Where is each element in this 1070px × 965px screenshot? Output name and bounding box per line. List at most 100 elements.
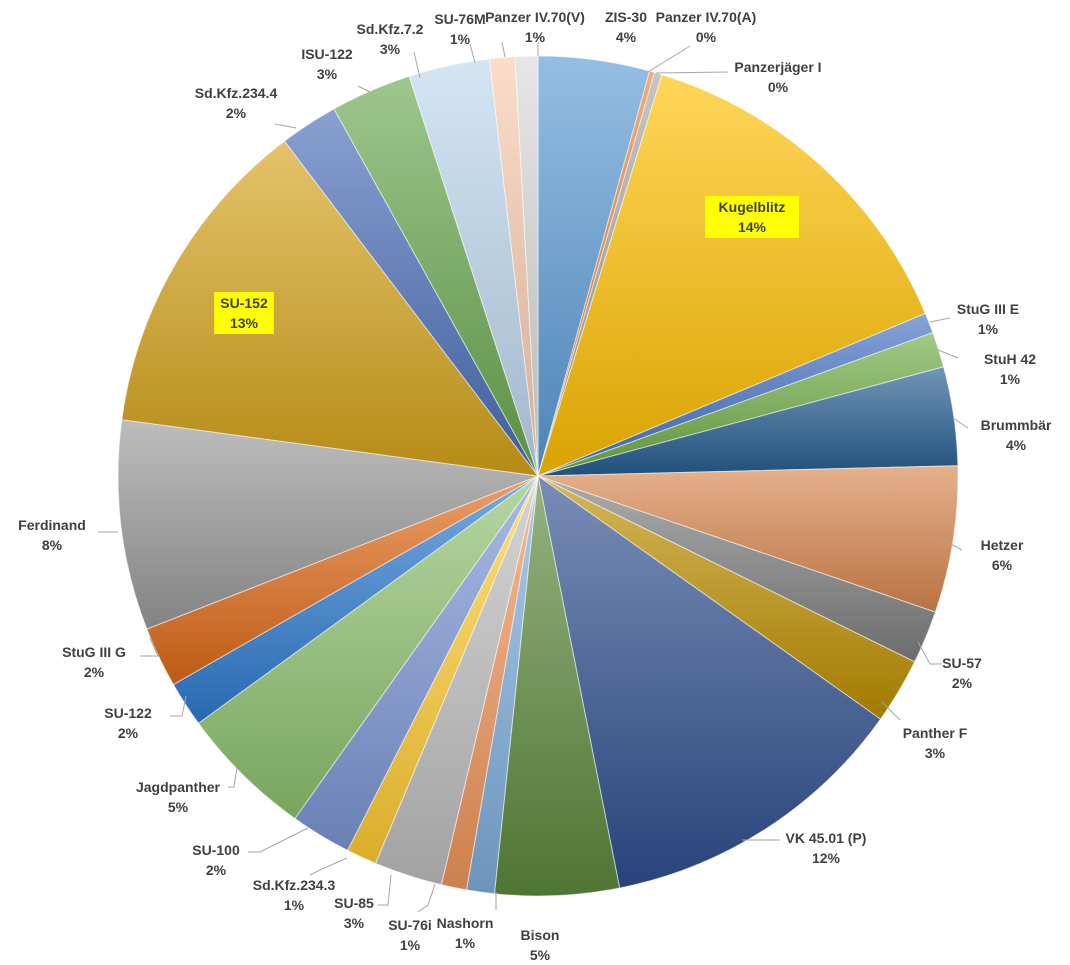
slice-percent-label: 14% — [738, 219, 767, 235]
data-label-kugelblitz: Kugelblitz 14% — [705, 196, 799, 238]
slice-name-label: Panzer IV.70(A) — [656, 9, 757, 25]
slice-name-label: SU-85 — [334, 895, 374, 911]
slice-percent-label: 8% — [42, 537, 63, 553]
leader-line-sd-kfz-234-4 — [357, 85, 371, 93]
data-label-panzerj-ger-i: Panzerjäger I 0% — [734, 59, 821, 95]
leader-line-brummb-r — [942, 539, 963, 551]
slice-percent-label: 1% — [1000, 371, 1021, 387]
slice-name-label: SU-76M — [434, 11, 485, 27]
leader-line-su-85 — [309, 857, 348, 876]
slice-percent-label: 1% — [525, 29, 546, 45]
leader-line-kugelblitz — [929, 317, 951, 323]
data-label-su-122: SU-122 2% — [104, 705, 152, 741]
slice-name-label: StuG III E — [957, 301, 1019, 317]
pie-slices — [117, 55, 959, 897]
slice-percent-label: 3% — [925, 745, 946, 761]
data-label-zis-30: ZIS-30 4% — [605, 9, 647, 45]
data-label-su-100: SU-100 2% — [192, 842, 240, 878]
slice-percent-label: 3% — [344, 915, 365, 931]
leader-line-hetzer — [917, 641, 942, 665]
slice-percent-label: 1% — [455, 935, 476, 951]
slice-percent-label: 2% — [226, 105, 247, 121]
slice-name-label: Panzer IV.70(V) — [485, 9, 585, 25]
slice-percent-label: 2% — [118, 725, 139, 741]
slice-name-label: Panther F — [903, 725, 968, 741]
leader-line-zis-30 — [647, 45, 691, 73]
slice-percent-label: 6% — [992, 557, 1013, 573]
data-label-hetzer: Hetzer 6% — [981, 537, 1024, 573]
slice-percent-label: 0% — [696, 29, 717, 45]
leader-line-stuh-42 — [952, 417, 969, 429]
leader-line-panzer-iv-70-a — [655, 71, 729, 74]
slice-name-label: ZIS-30 — [605, 9, 647, 25]
data-label-sd-kfz-234-3: Sd.Kfz.234.3 1% — [253, 877, 336, 913]
data-label-su-76i: SU-76i 1% — [388, 917, 432, 953]
leader-line-sd-kfz-7-2 — [469, 43, 476, 64]
data-label-sd-kfz-234-4: Sd.Kfz.234.4 2% — [195, 85, 278, 121]
data-label-stuh-42: StuH 42 1% — [984, 351, 1036, 387]
leader-lines — [98, 41, 969, 913]
slice-percent-label: 4% — [616, 29, 637, 45]
slice-name-label: StuG III G — [62, 644, 126, 660]
slice-name-label: Sd.Kfz.234.3 — [253, 877, 336, 893]
data-label-jagdpanther: Jagdpanther 5% — [136, 779, 221, 815]
data-label-sd-kfz-7-2: Sd.Kfz.7.2 3% — [357, 21, 424, 57]
data-label-vk-45-01-p: VK 45.01 (P) 12% — [786, 830, 867, 866]
pie-slice-kugelblitz — [537, 74, 926, 477]
leader-line-sd-kfz-234-3 — [248, 827, 309, 853]
data-label-panther-f: Panther F 3% — [903, 725, 968, 761]
data-label-stug-iii-e: StuG III E 1% — [957, 301, 1019, 337]
slice-name-label: SU-100 — [192, 842, 240, 858]
slice-percent-label: 1% — [978, 321, 999, 337]
pie-slice-hetzer — [537, 465, 959, 613]
leader-line-su-152 — [274, 123, 297, 129]
leader-line-su-76i — [378, 874, 392, 906]
label-highlight — [705, 196, 799, 238]
slice-name-label: SU-152 — [220, 295, 268, 311]
leader-line-su-76m — [501, 41, 506, 58]
slice-percent-label: 5% — [168, 799, 189, 815]
slice-percent-label: 13% — [230, 315, 259, 331]
data-label-isu-122: ISU-122 3% — [301, 46, 353, 82]
leader-line-stug-iii-e — [937, 349, 959, 359]
slice-name-label: Jagdpanther — [136, 779, 221, 795]
data-label-su-85: SU-85 3% — [334, 895, 374, 931]
slice-percent-label: 2% — [952, 675, 973, 691]
slice-name-label: Sd.Kfz.7.2 — [357, 21, 424, 37]
pie-slice-vk-45-01-p — [537, 474, 882, 889]
leader-line-isu-122 — [413, 51, 421, 79]
slice-percent-label: 0% — [768, 79, 789, 95]
data-label-su-152: SU-152 13% — [214, 292, 274, 334]
slice-percent-label: 2% — [206, 862, 227, 878]
data-label-panzer-iv-70-v: Panzer IV.70(V) 1% — [485, 9, 585, 45]
data-label-su-57: SU-57 2% — [942, 655, 982, 691]
data-label-bison: Bison 5% — [521, 927, 560, 963]
leader-line-su-100 — [228, 766, 238, 788]
label-highlight — [214, 292, 274, 334]
slice-name-label: ISU-122 — [301, 46, 353, 62]
leader-line-jagdpanther — [170, 695, 187, 717]
slice-percent-label: 3% — [380, 41, 401, 57]
slice-percent-label: 3% — [317, 66, 338, 82]
leader-line-su-122 — [140, 637, 159, 657]
slice-name-label: SU-76i — [388, 917, 432, 933]
slice-percent-label: 1% — [450, 31, 471, 47]
slice-name-label: Brummbär — [981, 417, 1052, 433]
data-label-su-76m: SU-76M 1% — [434, 11, 485, 47]
data-label-stug-iii-g: StuG III G 2% — [62, 644, 126, 680]
slice-percent-label: 12% — [812, 850, 841, 866]
slice-percent-label: 2% — [84, 664, 105, 680]
data-label-panzer-iv-70-a: Panzer IV.70(A) 0% — [656, 9, 757, 45]
slice-name-label: Nashorn — [437, 915, 494, 931]
slice-name-label: VK 45.01 (P) — [786, 830, 867, 846]
data-label-nashorn: Nashorn 1% — [437, 915, 494, 951]
data-label-brummb-r: Brummbär 4% — [981, 417, 1052, 453]
slice-percent-label: 4% — [1006, 437, 1027, 453]
data-label-ferdinand: Ferdinand 8% — [18, 517, 86, 553]
leader-line-nashorn — [417, 883, 436, 913]
slice-name-label: Sd.Kfz.234.4 — [195, 85, 278, 101]
slice-name-label: Hetzer — [981, 537, 1024, 553]
slice-name-label: Bison — [521, 927, 560, 943]
